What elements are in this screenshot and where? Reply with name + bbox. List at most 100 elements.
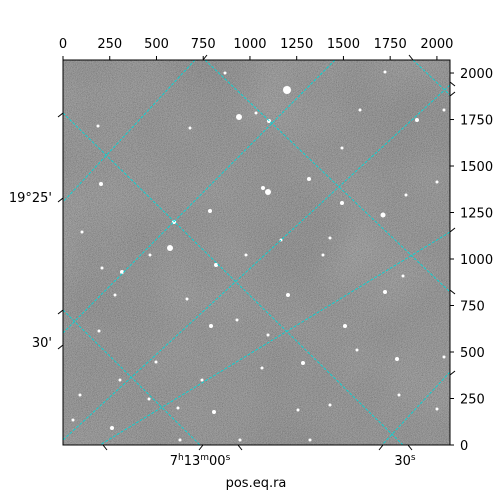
y-tick-label: 1500: [460, 160, 493, 175]
star-point: [340, 146, 344, 150]
star-point: [383, 290, 387, 294]
right-world-ticks: [449, 81, 456, 376]
star-point: [97, 329, 101, 333]
y-tick-label: 0: [460, 439, 468, 454]
star-point: [212, 410, 216, 414]
y-tick-label: 250: [460, 393, 485, 408]
x-tick-label: 250: [97, 37, 122, 52]
star-point: [435, 180, 439, 184]
x-tick-label: 750: [191, 37, 216, 52]
y-tick-label: 1250: [460, 207, 493, 222]
x-tick-label: 1750: [374, 37, 407, 52]
star-point: [113, 293, 117, 297]
star-point: [401, 274, 405, 278]
star-point: [120, 270, 124, 274]
star-point: [397, 393, 401, 397]
star-point: [343, 324, 347, 328]
star-point: [266, 333, 270, 337]
star-point: [296, 408, 300, 412]
star-point: [254, 111, 258, 115]
star-point: [435, 407, 439, 411]
grid-line: [99, 231, 450, 445]
coordinate-grid: [63, 60, 450, 445]
star-point: [415, 118, 419, 122]
star-point: [78, 393, 82, 397]
star-point: [358, 108, 362, 112]
grid-line: [63, 84, 450, 441]
star-point: [188, 126, 192, 130]
star-point: [96, 124, 100, 128]
sky-image: [63, 60, 450, 445]
star-point: [214, 263, 218, 267]
y-tick-label: 1750: [460, 114, 493, 129]
x-tick-label: 1000: [233, 37, 266, 52]
grid-line: [412, 60, 450, 96]
grid-line: [63, 112, 404, 445]
star-point: [100, 266, 104, 270]
star-point: [209, 324, 213, 328]
top-world-ticks: [202, 54, 414, 61]
star-point: [235, 318, 239, 322]
star-point: [200, 378, 204, 382]
star-point: [286, 293, 290, 297]
star-point: [110, 426, 114, 430]
star-point: [380, 212, 386, 218]
star-point: [71, 418, 75, 422]
grid-line: [204, 60, 450, 293]
star-point: [185, 297, 189, 301]
star-point: [236, 114, 242, 120]
top-x-axis: 0 250 500 750 1000 1250 1500 1750 2000: [59, 37, 453, 60]
x-tick-label: 2000: [420, 37, 453, 52]
star-point: [308, 438, 312, 442]
star-point: [383, 70, 387, 74]
star-point: [244, 253, 248, 257]
x-tick-label: 1250: [280, 37, 313, 52]
star-point: [118, 378, 122, 382]
star-point: [340, 201, 344, 205]
star-point: [395, 357, 399, 361]
star-point: [307, 177, 311, 181]
dec-ticks: [57, 112, 64, 350]
star-point: [154, 360, 158, 364]
dec-label-19d25m: 19°25': [9, 191, 52, 206]
grid-line: [63, 60, 336, 334]
x-axis-title: pos.eq.ra: [226, 476, 287, 491]
star-point: [148, 253, 152, 257]
star-point: [283, 86, 291, 94]
y-tick-label: 2000: [460, 67, 493, 82]
star-point: [355, 348, 359, 352]
star-point: [167, 245, 173, 251]
star-point: [178, 438, 182, 442]
star-point: [265, 189, 271, 195]
y-tick-label: 1000: [460, 253, 493, 268]
star-point: [260, 366, 264, 370]
y-tick-label: 500: [460, 346, 485, 361]
x-tick-label: 1500: [327, 37, 360, 52]
star-point: [261, 186, 265, 190]
star-point: [99, 182, 103, 186]
star-point: [208, 209, 212, 213]
ra-ticks: [102, 444, 413, 451]
ra-label-7h13m00s: 7h13m00s: [170, 453, 231, 469]
star-point: [442, 108, 446, 112]
x-tick-label: 0: [59, 37, 67, 52]
plot-frame: [62, 59, 451, 446]
grid-line: [63, 309, 201, 445]
grid-line: [63, 60, 196, 203]
star-point: [321, 253, 325, 257]
star-point: [223, 71, 227, 75]
star-point: [442, 355, 446, 359]
dec-label-30m: 30': [32, 336, 52, 351]
star-point: [328, 403, 332, 407]
star-point: [404, 193, 408, 197]
right-y-axis: 0 250 500 750 1000 1250 1500 1750 2000: [450, 67, 493, 454]
y-tick-label: 750: [460, 300, 485, 315]
ra-label-30s: 30s: [394, 453, 416, 469]
grid-line: [381, 371, 450, 445]
star-point: [147, 397, 151, 401]
star-point: [328, 236, 332, 240]
star-point: [80, 230, 84, 234]
star-point: [301, 361, 305, 365]
x-tick-label: 500: [144, 37, 169, 52]
